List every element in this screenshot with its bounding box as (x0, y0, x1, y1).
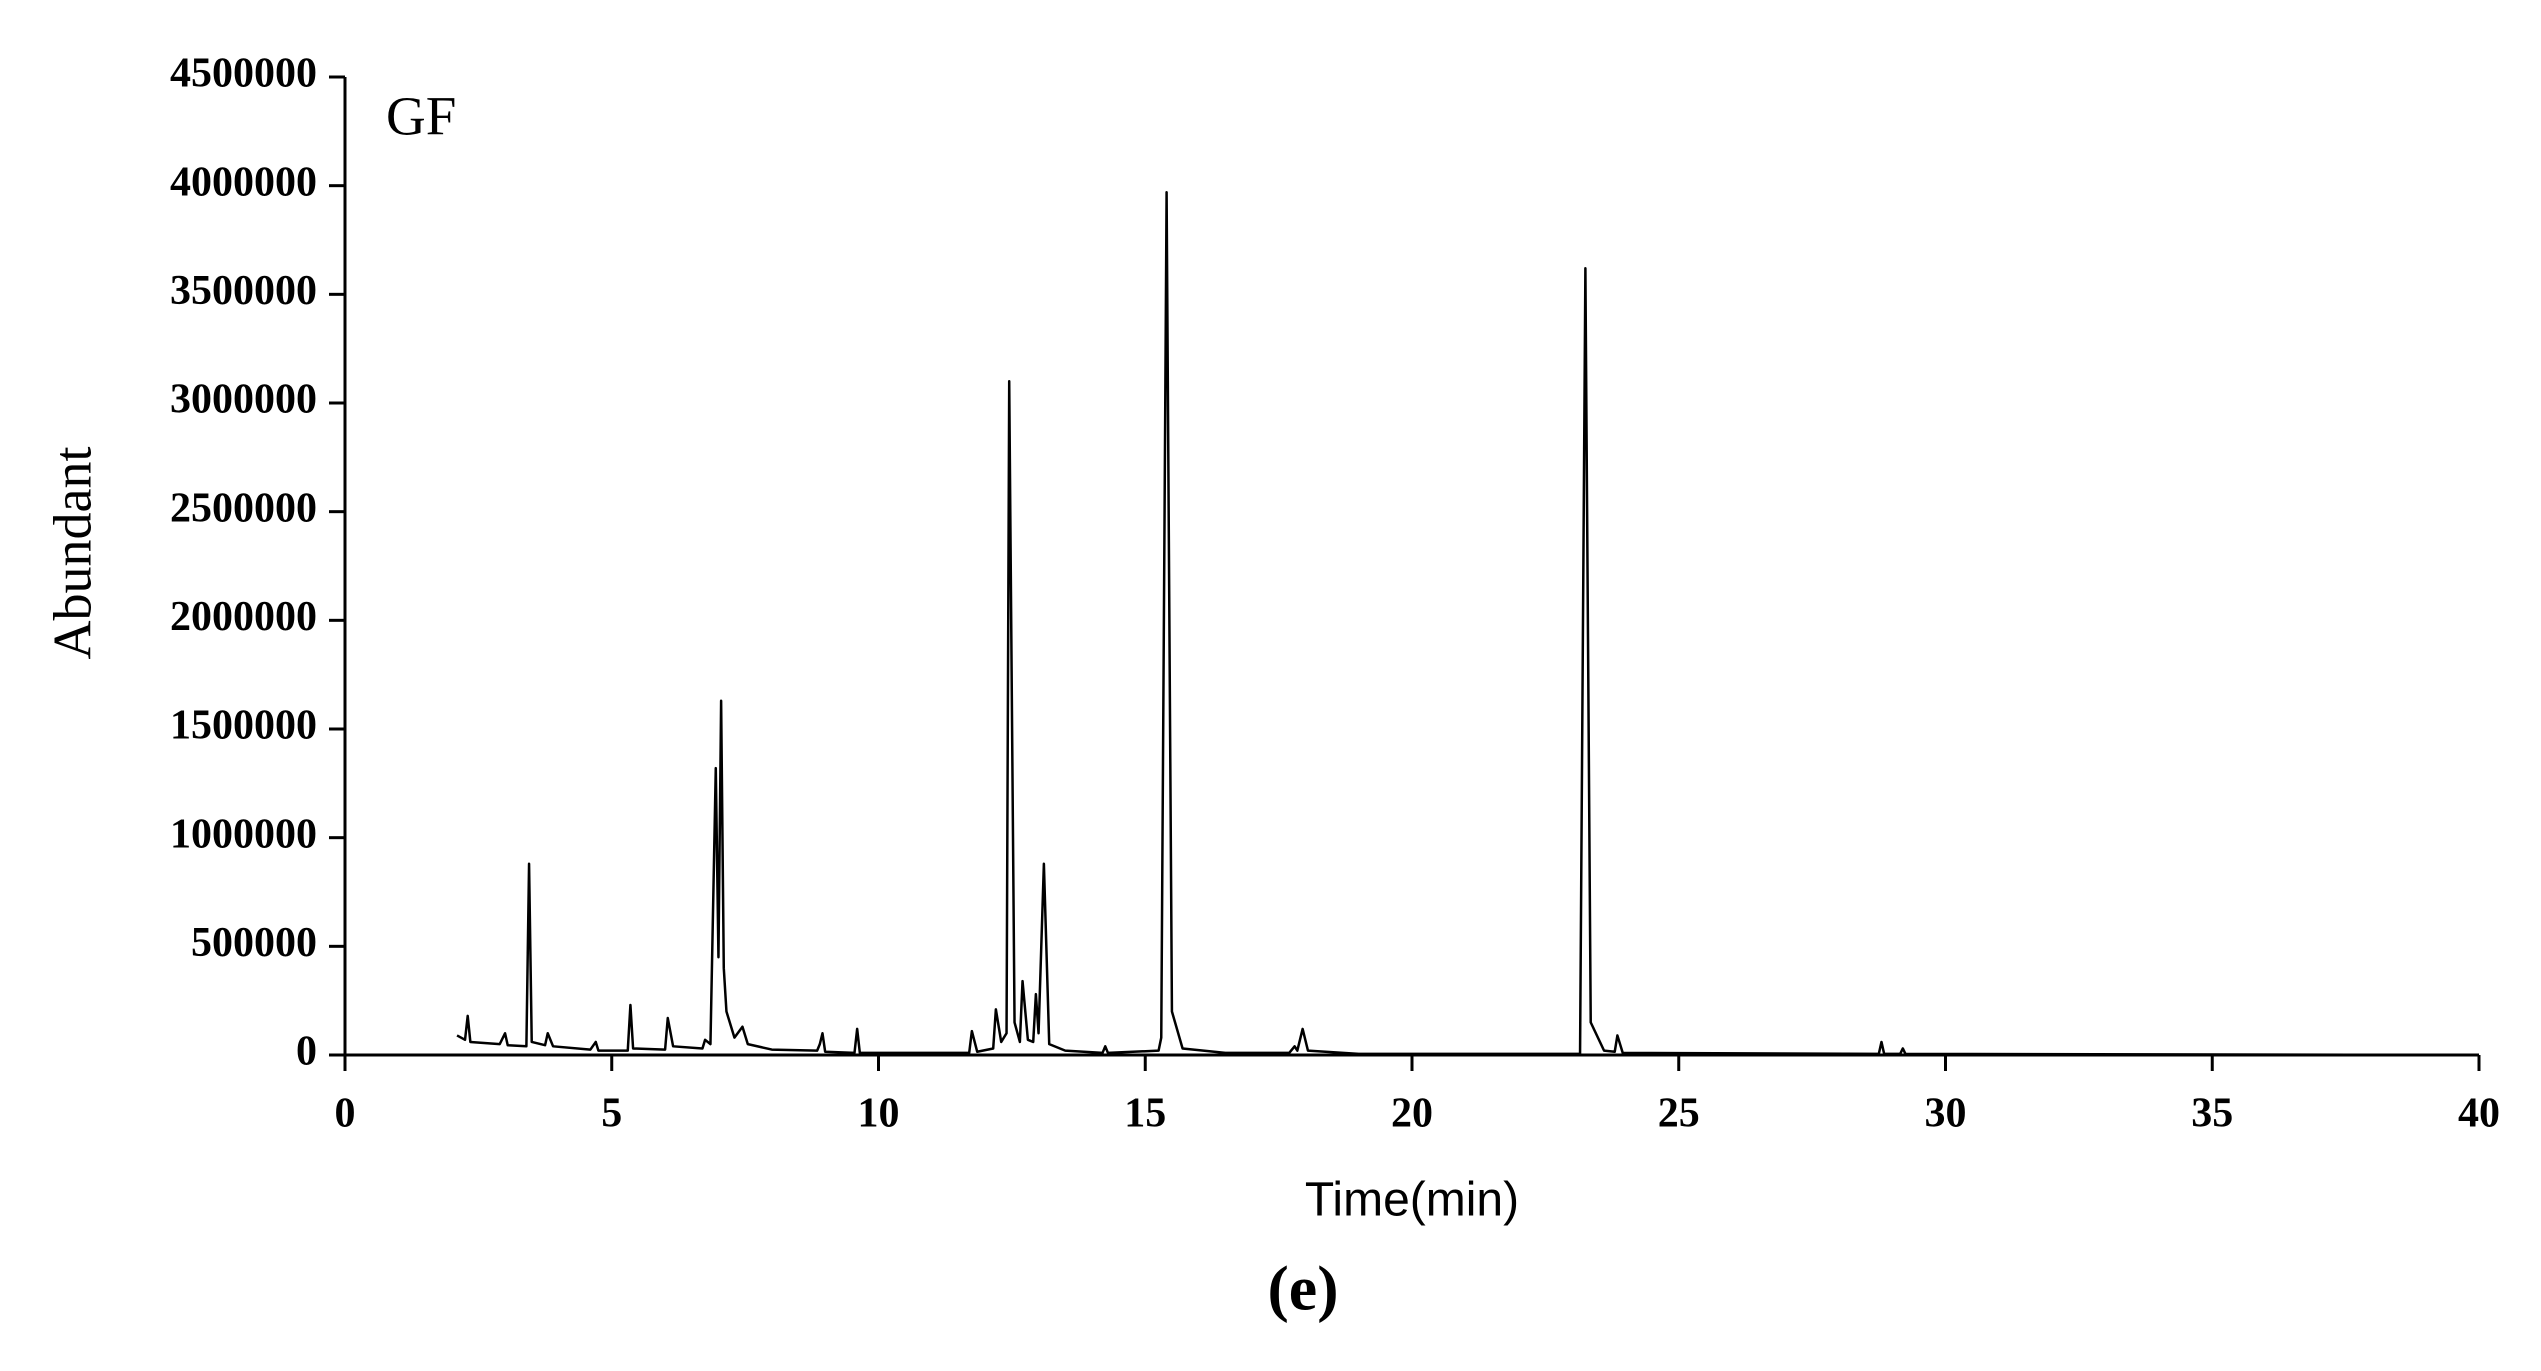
y-tick-label: 4000000 (170, 159, 317, 205)
x-tick-label: 20 (1391, 1091, 1433, 1137)
y-tick-label: 2000000 (170, 594, 317, 640)
x-tick-label: 35 (2191, 1091, 2233, 1137)
data-line (456, 190, 2480, 1057)
panel-label: GF (386, 86, 456, 147)
x-tick-label: 15 (1124, 1091, 1166, 1137)
y-tick-label: 500000 (191, 920, 317, 966)
y-tick-label: 1000000 (170, 811, 317, 857)
y-axis-title: Abundant (42, 447, 102, 660)
figure-label: (e) (1267, 1253, 1338, 1324)
x-tick-label: 0 (335, 1091, 356, 1137)
x-tick-label: 40 (2458, 1091, 2500, 1137)
y-tick-label: 4500000 (170, 51, 317, 97)
y-tick-label: 2500000 (170, 485, 317, 531)
x-axis-title: Time(min) (1305, 1174, 1519, 1227)
y-tick-label: 3500000 (170, 268, 317, 314)
x-tick-label: 5 (601, 1091, 622, 1137)
y-tick-label: 0 (296, 1029, 317, 1075)
x-tick-label: 25 (1658, 1091, 1700, 1137)
y-tick-label: 1500000 (170, 703, 317, 749)
x-tick-label: 10 (858, 1091, 900, 1137)
y-tick-label: 3000000 (170, 377, 317, 423)
x-tick-label: 30 (1925, 1091, 1967, 1137)
